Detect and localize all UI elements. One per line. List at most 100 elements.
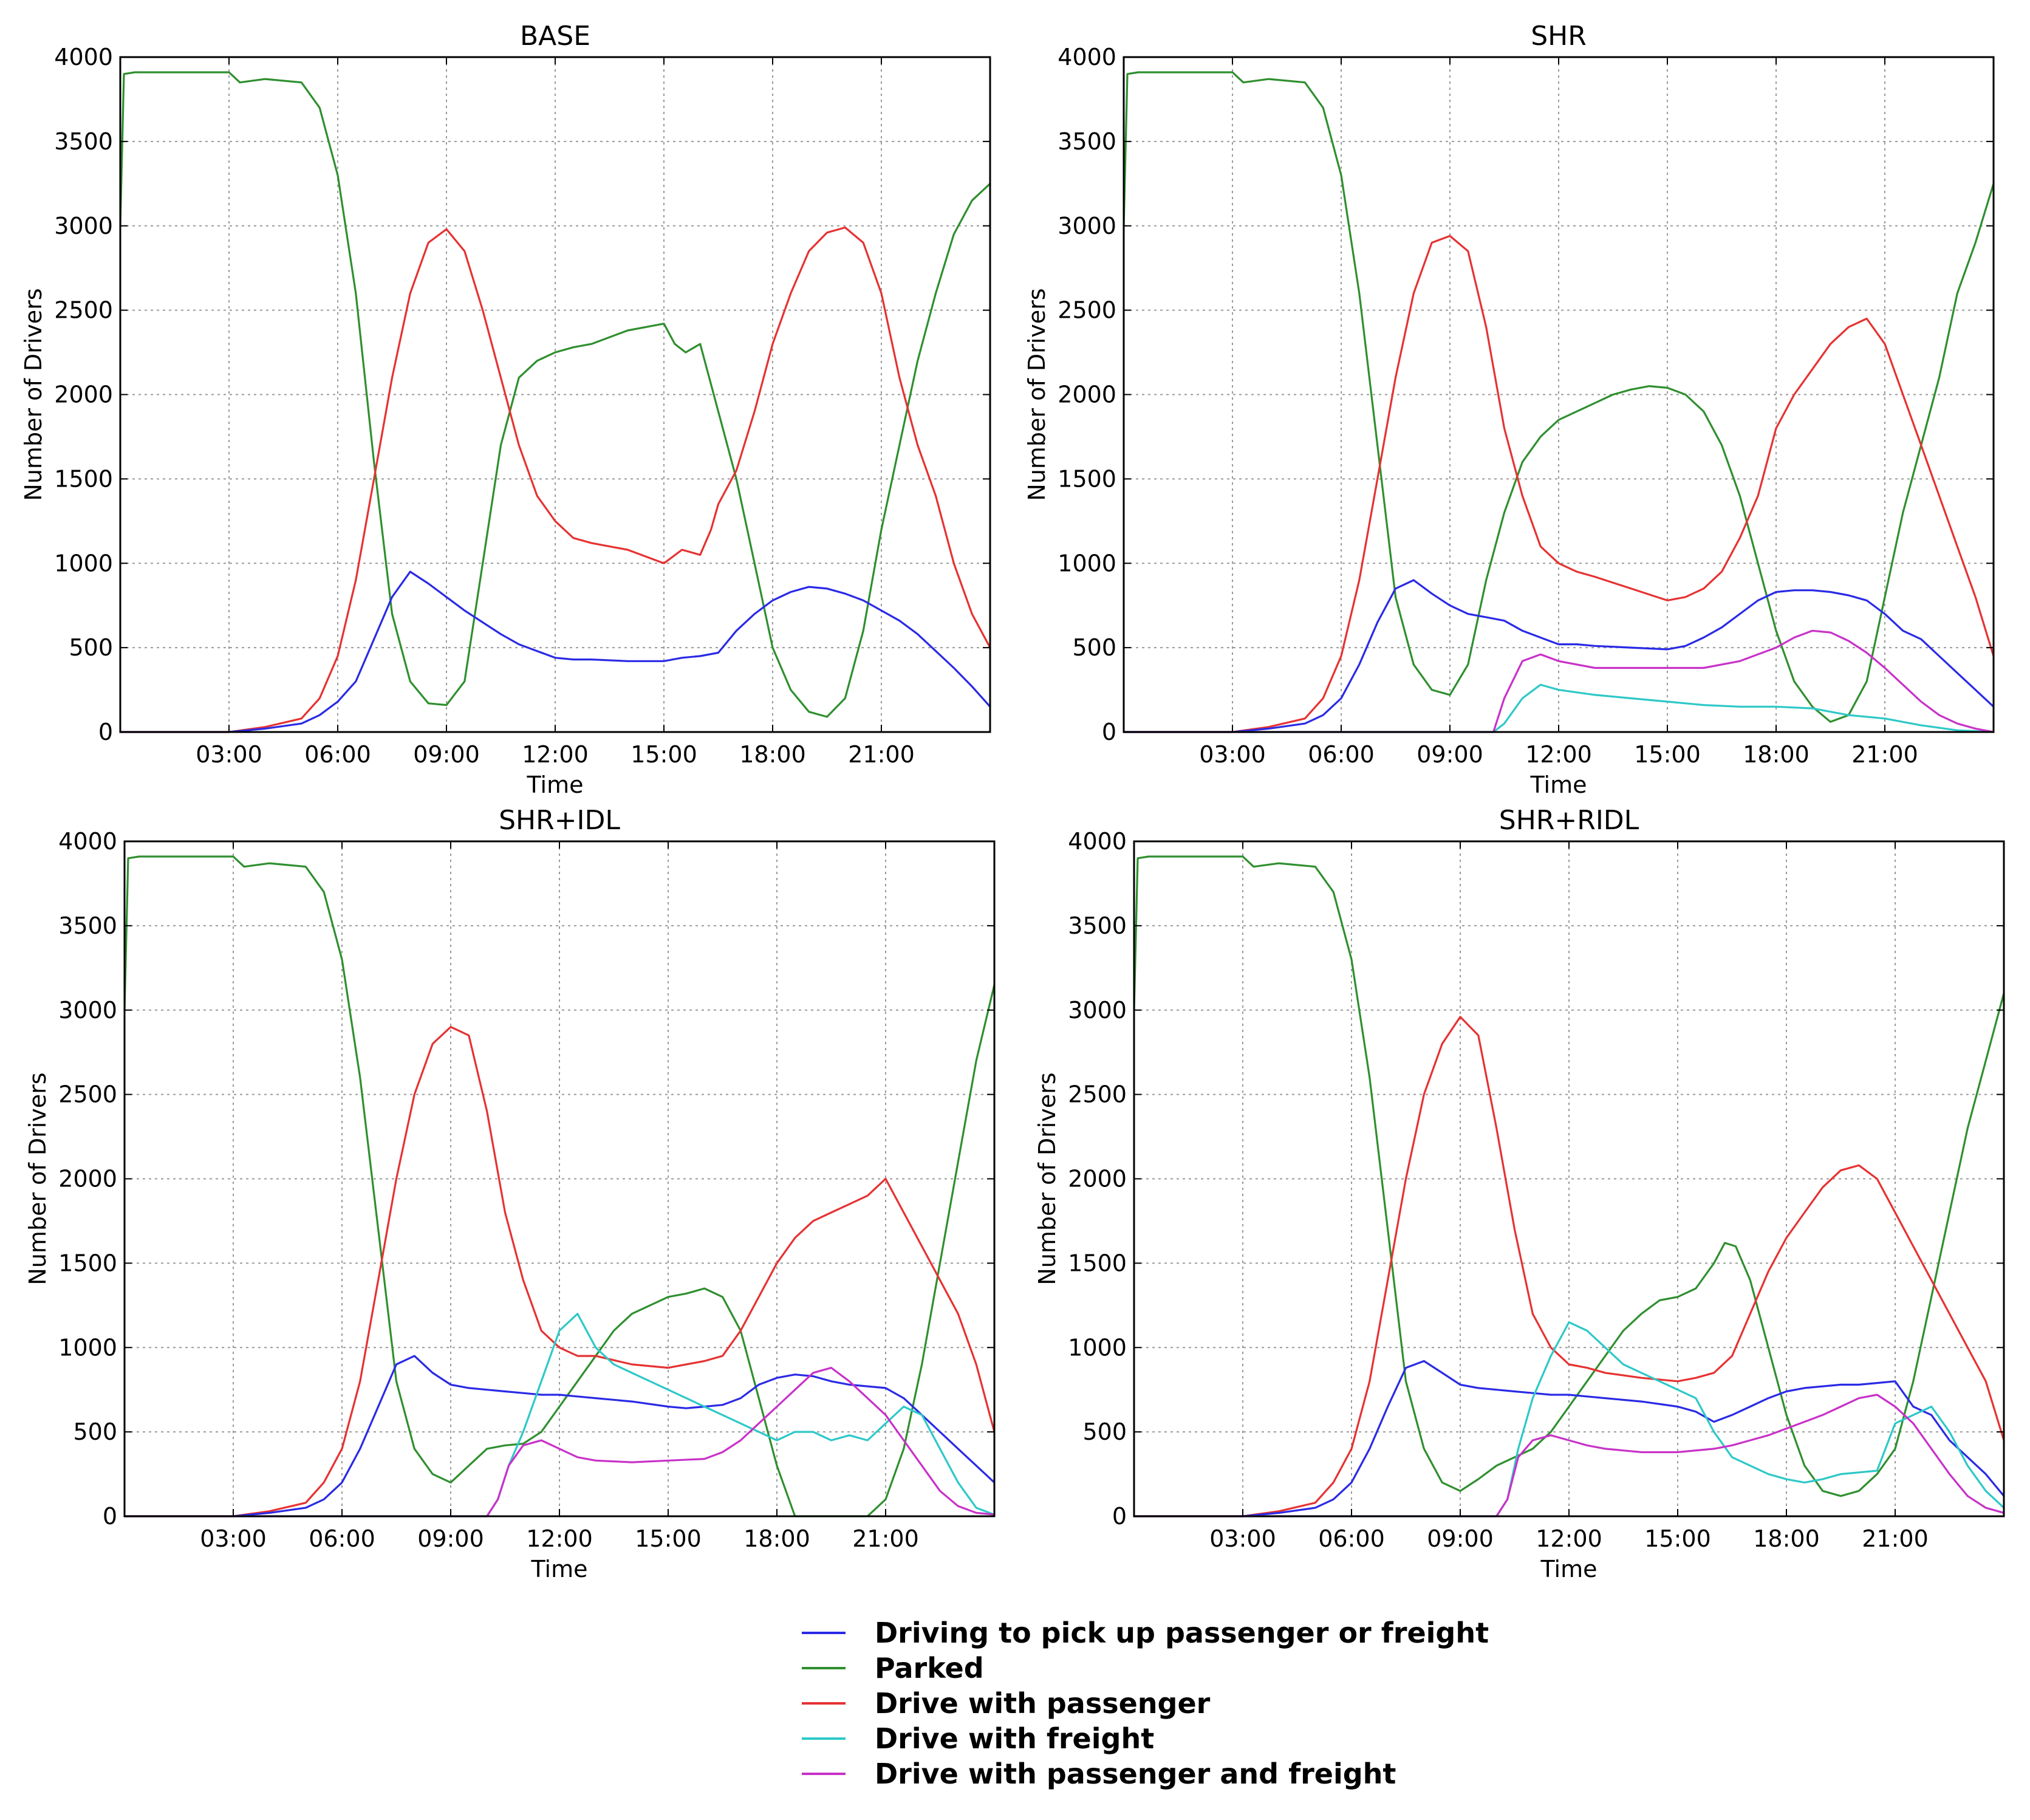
x-tick-label: 15:00 [631,741,697,768]
y-tick-label: 0 [103,1503,117,1530]
x-tick-label: 18:00 [739,741,806,768]
y-axis-label: Number of Drivers [1024,288,1050,501]
y-tick-label: 1500 [1058,465,1116,492]
y-tick-label: 0 [1112,1503,1127,1530]
legend-label: Parked [875,1652,984,1685]
series-line-drive-with-freight [123,1313,996,1517]
chart-panel-shr: 03:00 06:00 09:00 12:00 15:00 18:00 21:00 0 500 1… [1024,21,1995,798]
x-tick-label: 03:00 [196,741,262,768]
x-tick-label: 03:00 [1209,1525,1276,1552]
legend-entry-driving-to-pick-up-passenger-or-freight: Driving to pick up passenger or freight [802,1616,1489,1649]
y-tick-label: 2000 [58,1166,117,1192]
y-tick-label: 1500 [54,465,113,492]
series-line-parked [1133,855,2005,1497]
series-line-drive-with-passenger [123,1025,996,1517]
series-line-driving-to-pick-up-passenger-or-freight [123,1355,996,1517]
chart-panel-shr-ridl: 03:00 06:00 09:00 12:00 15:00 18:00 21:00 0 500 1… [1034,805,2005,1582]
series-line-drive-with-passenger-and-freight [1133,1394,2005,1517]
series-line-drive-with-passenger-and-freight [123,1367,996,1517]
gridlines [1134,841,2004,1517]
x-tick-label: 03:00 [1199,741,1266,768]
y-tick-label: 3000 [54,213,113,239]
legend-entry-drive-with-freight: Drive with freight [802,1722,1154,1755]
y-tick-label: 4000 [54,44,113,70]
legend-entry-parked: Parked [802,1652,984,1685]
y-tick-label: 2500 [1058,297,1116,324]
x-tick-label: 06:00 [1318,1525,1385,1552]
y-tick-label: 500 [69,634,113,661]
y-tick-label: 2500 [58,1081,117,1108]
legend-label: Drive with passenger [875,1687,1211,1720]
y-tick-label: 1500 [1068,1250,1127,1276]
x-tick-label: 21:00 [848,741,915,768]
chart-title: BASE [520,21,590,52]
x-tick-label: 09:00 [413,741,480,768]
x-tick-label: 21:00 [1851,741,1918,768]
legend-label: Driving to pick up passenger or freight [875,1616,1489,1649]
y-tick-label: 0 [1102,719,1116,745]
x-tick-label: 18:00 [743,1525,810,1552]
plot-frame [123,840,996,1517]
series-line-drive-with-passenger [1133,1016,2005,1517]
chart-title: SHR+IDL [499,805,620,836]
gridlines [1124,56,1994,733]
series-line-drive-with-passenger [1123,234,1995,733]
y-tick-label: 4000 [1058,44,1116,70]
chart-title: SHR [1531,21,1587,52]
x-tick-label: 12:00 [522,741,589,768]
series-line-driving-to-pick-up-passenger-or-freight [1123,579,1995,733]
y-tick-label: 3500 [54,128,113,155]
y-axis-label: Number of Drivers [1034,1072,1061,1285]
x-tick-label: 18:00 [1743,741,1810,768]
y-tick-label: 3500 [1068,912,1127,939]
gridlines [125,841,994,1517]
x-tick-label: 12:00 [1536,1525,1602,1552]
legend-label: Drive with passenger and freight [875,1757,1396,1790]
y-tick-label: 4000 [58,828,117,855]
y-tick-label: 500 [1082,1418,1127,1445]
series-line-drive-with-freight [1133,1321,2005,1517]
y-axis-label: Number of Drivers [24,1072,51,1285]
x-tick-label: 21:00 [852,1525,919,1552]
y-tick-label: 500 [1072,634,1116,661]
x-tick-label: 12:00 [1525,741,1592,768]
plot-frame [119,56,991,733]
x-axis-label: Time [527,771,584,798]
y-tick-label: 4000 [1068,828,1127,855]
legend-entry-drive-with-passenger-and-freight: Drive with passenger and freight [802,1757,1396,1790]
y-tick-label: 3500 [58,912,117,939]
plot-frame [1133,840,2005,1517]
x-tick-label: 12:00 [526,1525,593,1552]
x-tick-label: 15:00 [635,1525,702,1552]
series-line-drive-with-passenger [119,226,991,733]
x-tick-label: 09:00 [1427,1525,1494,1552]
y-tick-label: 2000 [1058,381,1116,408]
y-tick-label: 2000 [1068,1166,1127,1192]
x-axis-label: Time [531,1556,588,1582]
gridlines [120,56,990,733]
x-axis-label: Time [1530,771,1587,798]
series-line-parked [119,71,991,718]
y-tick-label: 1000 [1058,550,1116,576]
x-tick-label: 09:00 [1417,741,1483,768]
series-line-drive-with-passenger-and-freight [1123,629,1995,733]
chart-title: SHR+RIDL [1499,805,1639,836]
y-tick-label: 3000 [58,997,117,1024]
y-tick-label: 2000 [54,381,113,408]
legend-label: Drive with freight [875,1722,1154,1755]
x-tick-label: 06:00 [309,1525,375,1552]
x-tick-label: 15:00 [1644,1525,1711,1552]
legend-entry-drive-with-passenger: Drive with passenger [802,1687,1211,1720]
chart-panel-base: 03:00 06:00 09:00 12:00 15:00 18:00 21:00 0 500 1… [20,21,991,798]
y-tick-label: 1000 [54,550,113,576]
y-tick-label: 3500 [1058,128,1116,155]
y-tick-label: 3000 [1068,997,1127,1024]
plot-frame [1123,56,1995,733]
series-line-driving-to-pick-up-passenger-or-freight [119,570,991,733]
x-tick-label: 15:00 [1634,741,1701,768]
x-tick-label: 06:00 [304,741,371,768]
x-tick-label: 03:00 [200,1525,267,1552]
y-tick-label: 3000 [1058,213,1116,239]
series-line-parked [1123,71,1995,723]
